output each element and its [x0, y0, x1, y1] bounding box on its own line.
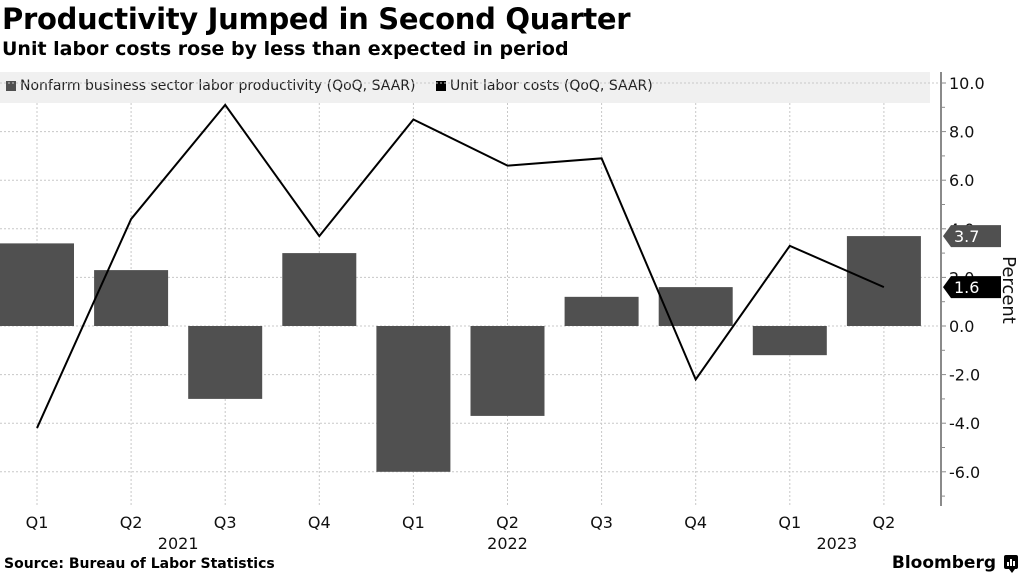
chart-subtitle: Unit labor costs rose by less than expec… — [2, 38, 569, 60]
y-tick-label: 10.0 — [949, 74, 985, 93]
last-value-tag-label: 1.6 — [954, 278, 979, 297]
line-unit-labor-costs — [36, 103, 885, 429]
x-tick-label: Q3 — [214, 513, 237, 532]
bar-productivity — [470, 326, 545, 416]
x-tick-label: Q2 — [496, 513, 519, 532]
line-unit-labor-costs-path — [36, 103, 885, 429]
bar-productivity — [94, 270, 169, 326]
bar-productivity — [376, 326, 451, 472]
bars-productivity — [0, 236, 921, 472]
x-year-label: 2021 — [158, 534, 199, 553]
y-axis-title: Percent — [998, 256, 1019, 324]
x-tick-label: Q1 — [26, 513, 49, 532]
legend-swatch-productivity — [6, 81, 16, 91]
bar-productivity — [564, 296, 639, 326]
x-tick-label: Q4 — [684, 513, 707, 532]
bar-productivity — [188, 326, 263, 399]
x-tick-label: Q2 — [873, 513, 896, 532]
last-value-tag — [943, 225, 1001, 248]
x-tick-label: Q1 — [778, 513, 801, 532]
bar-productivity — [846, 236, 921, 326]
bar-productivity — [0, 243, 74, 326]
bar-productivity — [752, 326, 827, 356]
last-value-tag-label: 3.7 — [954, 227, 979, 246]
y-tick-label: 6.0 — [949, 171, 974, 190]
x-tick-label: Q2 — [120, 513, 143, 532]
x-year-label: 2023 — [816, 534, 857, 553]
x-axis: Q1 Q2 Q3 Q4 Q1 Q2 Q3 Q4 Q1 Q2 2021 2022 2023 — [26, 513, 896, 553]
y-tick-label: -2.0 — [949, 366, 980, 385]
x-tick-label: Q1 — [402, 513, 425, 532]
legend-label-unit-labor-costs: Unit labor costs (QoQ, SAAR) — [450, 78, 653, 94]
legend-label-productivity: Nonfarm business sector labor productivi… — [20, 78, 416, 94]
source-note: Source: Bureau of Labor Statistics — [4, 556, 275, 572]
legend-item-productivity: Nonfarm business sector labor productivi… — [6, 78, 415, 94]
x-tick-label: Q4 — [308, 513, 331, 532]
legend-item-unit-labor-costs: Unit labor costs (QoQ, SAAR) — [436, 78, 653, 94]
y-tick-label: -4.0 — [949, 414, 980, 433]
y-tick-label: 0.0 — [949, 317, 974, 336]
y-tick-label: -6.0 — [949, 463, 980, 482]
y-tick-label: 8.0 — [949, 123, 974, 142]
x-tick-label: Q3 — [590, 513, 613, 532]
chart-title: Productivity Jumped in Second Quarter — [2, 2, 631, 36]
last-value-tag — [943, 276, 1001, 299]
last-value-tags: 3.7 1.6 — [943, 225, 1001, 299]
bar-productivity — [282, 253, 357, 326]
x-year-label: 2022 — [487, 534, 528, 553]
bloomberg-chart-icon — [1004, 555, 1018, 573]
legend: Nonfarm business sector labor productivi… — [0, 72, 930, 103]
legend-swatch-unit-labor-costs — [436, 81, 446, 91]
bloomberg-logo: Bloomberg — [891, 553, 996, 573]
